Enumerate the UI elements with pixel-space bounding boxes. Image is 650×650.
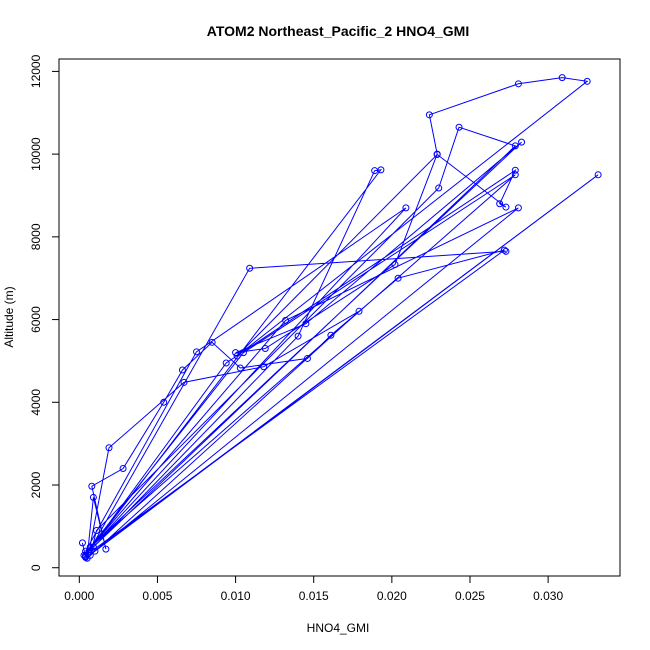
data-point (394, 274, 402, 282)
data-point (511, 166, 519, 174)
data-point (82, 553, 90, 561)
data-point (391, 261, 399, 269)
data-point (558, 74, 566, 82)
data-point (193, 348, 201, 356)
data-point (514, 204, 522, 212)
x-axis-label: HNO4_GMI (307, 621, 370, 635)
data-point (518, 138, 526, 146)
x-tick-label: 0.005 (142, 589, 172, 603)
data-point (160, 398, 168, 406)
data-point (105, 444, 113, 452)
y-tick-label: 0 (29, 564, 43, 571)
y-tick-label: 12000 (29, 54, 43, 88)
data-point (222, 359, 230, 367)
series-line (81, 77, 599, 560)
data-point (91, 547, 99, 555)
data-point (236, 364, 244, 372)
data-point (88, 482, 96, 490)
data-point (180, 378, 188, 386)
data-point (89, 543, 97, 551)
y-tick-label: 2000 (29, 471, 43, 498)
data-point (355, 307, 363, 315)
data-point (80, 551, 88, 559)
y-axis-label: Altitude (m) (2, 286, 16, 347)
data-point (102, 545, 110, 553)
data-point (232, 349, 240, 357)
data-point (119, 464, 127, 472)
y-tick-label: 4000 (29, 389, 43, 416)
data-point (93, 527, 101, 535)
chart-title: ATOM2 Northeast_Pacific_2 HNO4_GMI (207, 23, 469, 39)
data-point (239, 349, 247, 357)
data-point (496, 200, 504, 208)
x-tick-label: 0.020 (377, 589, 407, 603)
x-tick-label: 0.015 (299, 589, 329, 603)
y-tick-label: 6000 (29, 306, 43, 333)
data-point (208, 338, 216, 346)
series-group (78, 74, 602, 562)
data-point (511, 171, 519, 179)
data-point (303, 354, 311, 362)
x-tick-label: 0.030 (533, 589, 563, 603)
y-tick-label: 10000 (29, 137, 43, 171)
data-point (511, 142, 519, 150)
x-tick-label: 0.000 (64, 589, 94, 603)
data-point (86, 543, 94, 551)
data-point (425, 111, 433, 119)
data-point (583, 77, 591, 85)
data-point (594, 171, 602, 179)
data-point (455, 123, 463, 131)
data-point (246, 264, 254, 272)
x-axis: 0.000 0.005 0.010 0.015 0.020 0.025 0.030 (64, 575, 563, 603)
data-point (233, 352, 241, 360)
data-point (435, 184, 443, 192)
data-point (302, 320, 310, 328)
y-axis: 0 2000 4000 6000 8000 10000 12000 (29, 54, 60, 571)
data-point (514, 80, 522, 88)
plot-frame (58, 58, 621, 577)
data-point (178, 366, 186, 374)
data-point (433, 150, 441, 158)
data-point (78, 539, 86, 547)
data-point (89, 493, 97, 501)
data-point (500, 246, 508, 254)
data-point (282, 316, 290, 324)
x-tick-label: 0.010 (221, 589, 251, 603)
y-tick-label: 8000 (29, 223, 43, 250)
data-point (502, 203, 510, 211)
data-point (294, 332, 302, 340)
data-point (402, 204, 410, 212)
x-tick-label: 0.025 (455, 589, 485, 603)
data-point (261, 345, 269, 353)
data-point (327, 331, 335, 339)
data-point (502, 247, 510, 255)
data-point (377, 166, 385, 174)
data-point (260, 363, 268, 371)
